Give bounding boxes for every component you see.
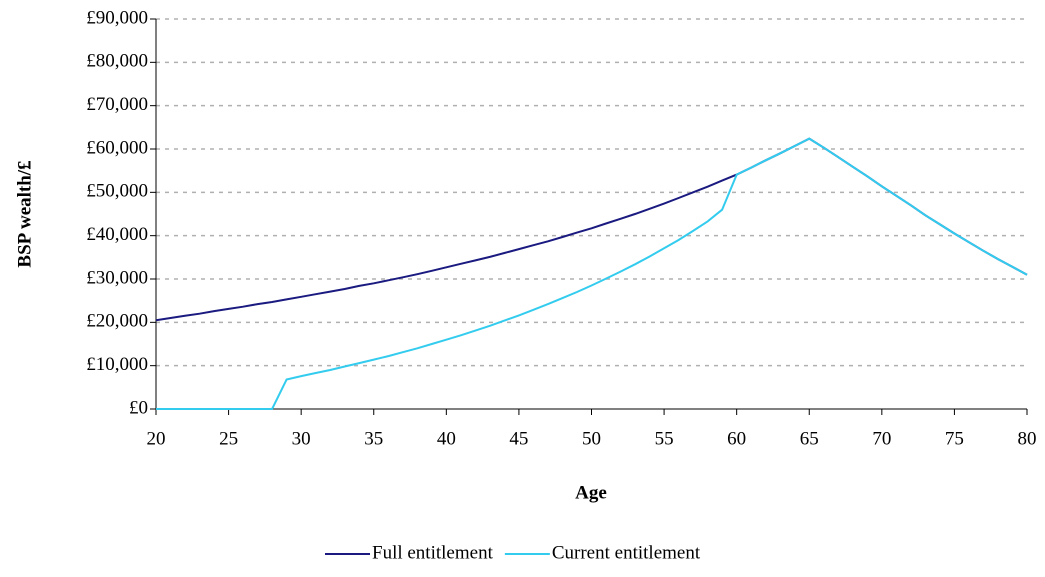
y-tick-label: £50,000: [86, 181, 148, 202]
series-line: [156, 137, 1028, 410]
x-tick-label: 60: [727, 428, 746, 449]
y-tick-label: £30,000: [86, 267, 148, 288]
x-tick-label: 20: [147, 428, 166, 449]
x-tick-label: 80: [1018, 428, 1037, 449]
y-tick-label: £70,000: [86, 94, 148, 115]
x-tick-label: 55: [655, 428, 674, 449]
x-tick-label: 65: [800, 428, 819, 449]
y-tick-label: £80,000: [86, 51, 148, 72]
x-tick-label: 25: [219, 428, 238, 449]
x-tick-label: 30: [292, 428, 311, 449]
y-axis-title: BSP wealth/£: [14, 160, 35, 267]
series-line: [155, 137, 1028, 322]
x-tick-label: 40: [437, 428, 456, 449]
y-tick-label: £10,000: [86, 354, 148, 375]
y-tick-label: £20,000: [86, 311, 148, 332]
x-axis-title: Age: [575, 482, 607, 503]
x-tick-label: 75: [945, 428, 964, 449]
y-tick-label: £0: [129, 397, 148, 418]
x-tick-label: 35: [364, 428, 383, 449]
x-tick-label: 45: [509, 428, 528, 449]
legend-label: Current entitlement: [552, 542, 701, 563]
y-tick-label: £90,000: [86, 7, 148, 28]
y-tick-label: £40,000: [86, 224, 148, 245]
x-tick-label: 50: [582, 428, 601, 449]
legend-label: Full entitlement: [372, 542, 494, 563]
x-tick-label: 70: [872, 428, 891, 449]
y-tick-label: £60,000: [86, 137, 148, 158]
